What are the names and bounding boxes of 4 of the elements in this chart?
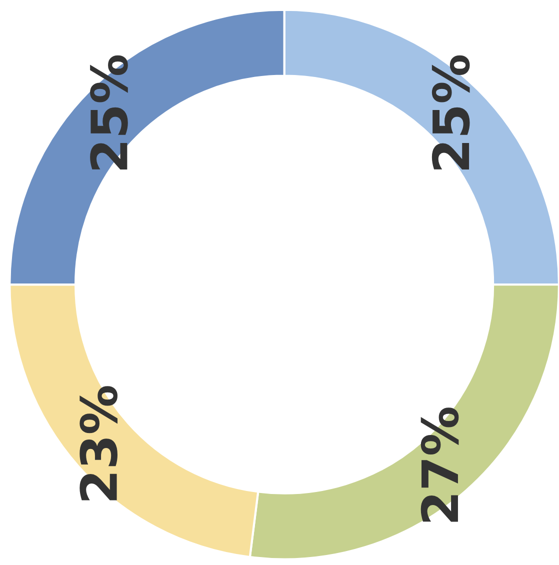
data-label: 25% xyxy=(432,55,470,170)
data-label: 27% xyxy=(420,408,459,522)
data-label: 23% xyxy=(80,386,118,500)
data-label: 25% xyxy=(90,55,128,170)
